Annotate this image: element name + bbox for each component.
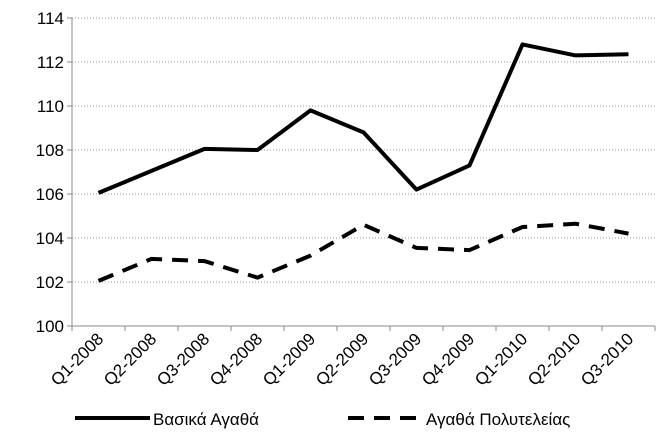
y-tick-label: 114	[37, 9, 64, 28]
legend-label: Αγαθά Πολυτελείας	[426, 410, 570, 429]
x-tick-label: Q1-2008	[47, 329, 107, 389]
x-tick-label: Q3-2010	[577, 329, 637, 389]
x-tick-label: Q4-2009	[418, 329, 478, 389]
x-tick-label: Q3-2008	[153, 329, 213, 389]
x-tick-label: Q2-2009	[312, 329, 372, 389]
y-tick-label: 102	[36, 273, 64, 292]
y-tick-label: 106	[36, 185, 64, 204]
x-tick-label: Q1-2009	[259, 329, 319, 389]
legend-label: Βασικά Αγαθά	[153, 410, 259, 429]
x-tick-label: Q2-2010	[524, 329, 584, 389]
y-tick-label: 108	[36, 141, 64, 160]
x-tick-label: Q3-2009	[365, 329, 425, 389]
x-tick-label: Q1-2010	[471, 329, 531, 389]
x-tick-label: Q4-2008	[206, 329, 266, 389]
y-tick-label: 100	[36, 317, 64, 336]
y-tick-label: 112	[37, 53, 64, 72]
y-tick-label: 104	[36, 229, 64, 248]
x-tick-label: Q2-2008	[100, 329, 160, 389]
y-tick-label: 110	[37, 97, 64, 116]
series-line	[97, 221, 629, 283]
series-line	[97, 42, 629, 195]
